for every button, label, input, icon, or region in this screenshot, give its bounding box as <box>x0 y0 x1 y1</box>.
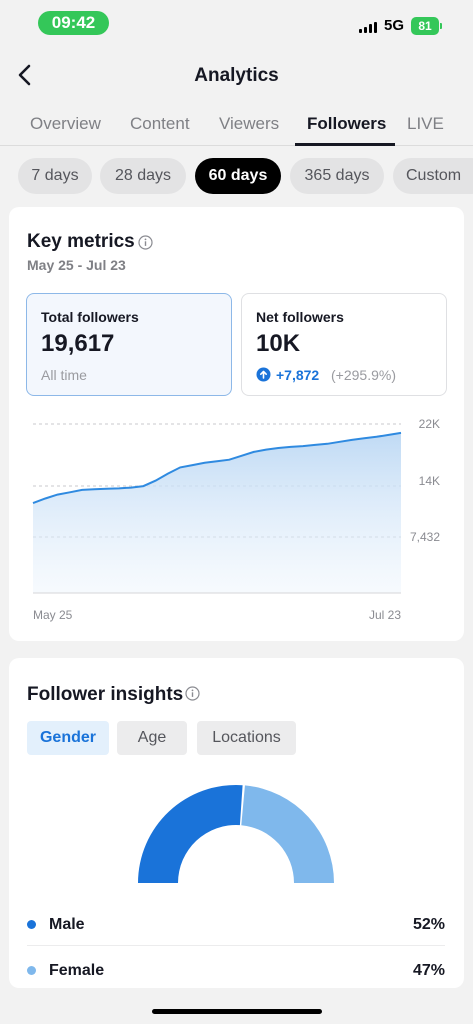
battery-icon: 81 <box>411 17 442 35</box>
home-indicator[interactable] <box>152 1009 322 1014</box>
tab-content[interactable]: Content <box>130 114 190 133</box>
y-tick-7432: 7,432 <box>410 530 440 544</box>
legend-row-female: Female 47% <box>27 952 445 992</box>
legend-label-male: Male <box>49 916 85 933</box>
range-chip-60-days[interactable]: 60 days <box>195 158 281 194</box>
net-followers-value: 10K <box>256 330 301 357</box>
date-range-label: May 25 - Jul 23 <box>27 257 126 273</box>
range-chip-365-days[interactable]: 365 days <box>290 158 384 194</box>
y-tick-22k: 22K <box>419 417 440 431</box>
legend-dot-female <box>27 966 36 975</box>
legend-row-male: Male 52% <box>27 906 445 946</box>
total-followers-label: Total followers <box>41 309 139 325</box>
tab-followers[interactable]: Followers <box>307 114 387 133</box>
segment-locations[interactable]: Locations <box>197 721 296 755</box>
status-bar: 09:42 5G 81 <box>0 0 473 50</box>
range-chip-custom[interactable]: Custom <box>393 158 473 194</box>
total-followers-sub: All time <box>41 367 87 383</box>
key-metrics-title: Key metrics <box>27 231 135 252</box>
date-range-chips: 7 days 28 days 60 days 365 days Custom <box>18 158 473 194</box>
donut-slice-male[interactable] <box>138 785 243 883</box>
net-followers-label: Net followers <box>256 309 344 325</box>
net-followers-delta: +7,872 <box>276 367 320 383</box>
signal-icon <box>359 22 379 33</box>
status-time: 09:42 <box>38 11 109 35</box>
legend-dot-male <box>27 920 36 929</box>
back-arrow-icon[interactable] <box>14 62 38 88</box>
info-icon[interactable] <box>185 686 200 701</box>
arrow-up-icon <box>256 367 271 382</box>
net-followers-card[interactable]: Net followers 10K +7,872 (+295.9%) <box>241 293 447 396</box>
active-tab-indicator <box>295 143 395 146</box>
total-followers-value: 19,617 <box>41 330 115 357</box>
range-chip-7-days[interactable]: 7 days <box>18 158 92 194</box>
gender-donut-chart[interactable] <box>136 783 336 885</box>
legend-label-female: Female <box>49 962 105 979</box>
net-followers-delta-pct: (+295.9%) <box>331 367 396 383</box>
donut-slice-female[interactable] <box>241 785 334 883</box>
y-tick-14k: 14K <box>419 474 440 488</box>
legend-value-female: 47% <box>412 962 445 979</box>
x-tick-start: May 25 <box>33 608 73 622</box>
chart-area-fill <box>33 432 401 593</box>
total-followers-card[interactable]: Total followers 19,617 All time <box>26 293 232 396</box>
key-metrics-card: Key metrics May 25 - Jul 23 Total follow… <box>9 207 464 641</box>
followers-chart[interactable]: May 25 Jul 23 22K 14K 7,432 <box>9 407 464 627</box>
tab-bar: Overview Content Viewers Followers LIVE <box>0 100 473 146</box>
legend-value-male: 52% <box>412 916 445 933</box>
tab-viewers[interactable]: Viewers <box>219 114 280 133</box>
segment-gender[interactable]: Gender <box>27 721 109 755</box>
info-icon[interactable] <box>138 235 153 250</box>
x-tick-end: Jul 23 <box>369 608 401 622</box>
nav-bar: Analytics <box>0 56 473 96</box>
follower-insights-card: Follower insights Gender Age Locations M… <box>9 658 464 988</box>
segment-age[interactable]: Age <box>117 721 187 755</box>
follower-insights-title: Follower insights <box>27 684 184 705</box>
page-title: Analytics <box>194 65 279 86</box>
tab-overview[interactable]: Overview <box>30 114 101 133</box>
range-chip-28-days[interactable]: 28 days <box>100 158 186 194</box>
tab-live[interactable]: LIVE <box>407 114 444 133</box>
network-label: 5G <box>384 17 405 34</box>
chart-series-line <box>32 431 402 505</box>
